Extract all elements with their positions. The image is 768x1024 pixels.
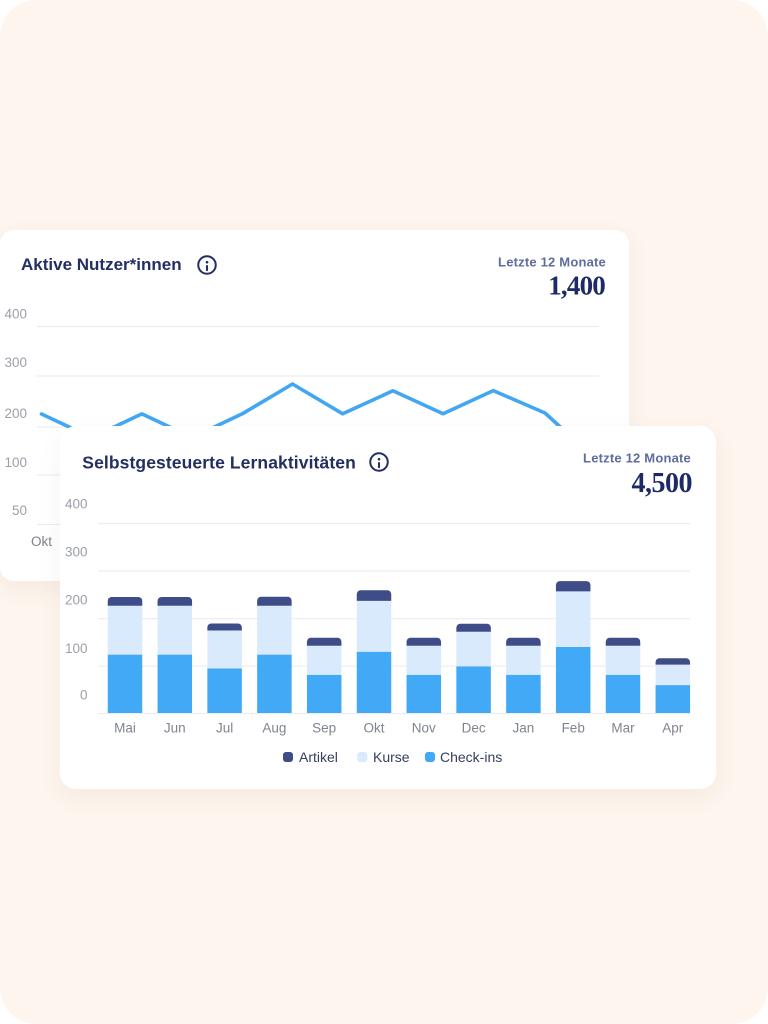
svg-text:Sep: Sep [312,721,336,736]
svg-text:Mar: Mar [611,721,635,736]
svg-text:100: 100 [65,641,88,656]
svg-text:400: 400 [4,306,27,321]
svg-text:Dec: Dec [462,721,486,736]
svg-text:400: 400 [65,497,88,512]
svg-text:Okt: Okt [31,534,52,549]
svg-text:Apr: Apr [662,721,684,736]
svg-text:Feb: Feb [562,721,585,736]
svg-text:Jun: Jun [164,721,186,736]
svg-text:Mai: Mai [114,721,136,736]
svg-text:Jan: Jan [513,721,535,736]
svg-text:Jul: Jul [216,721,233,736]
svg-text:Kurse: Kurse [373,749,410,765]
svg-text:300: 300 [4,355,27,370]
svg-text:Check-ins: Check-ins [440,749,502,765]
svg-text:200: 200 [4,406,27,421]
svg-text:200: 200 [65,593,88,608]
svg-text:100: 100 [4,455,27,470]
svg-text:Aug: Aug [262,721,286,736]
svg-text:Artikel: Artikel [299,749,338,765]
svg-text:Okt: Okt [363,721,384,736]
svg-text:Nov: Nov [412,721,436,736]
svg-text:50: 50 [12,503,27,518]
svg-text:300: 300 [65,545,88,560]
svg-text:0: 0 [80,688,88,703]
